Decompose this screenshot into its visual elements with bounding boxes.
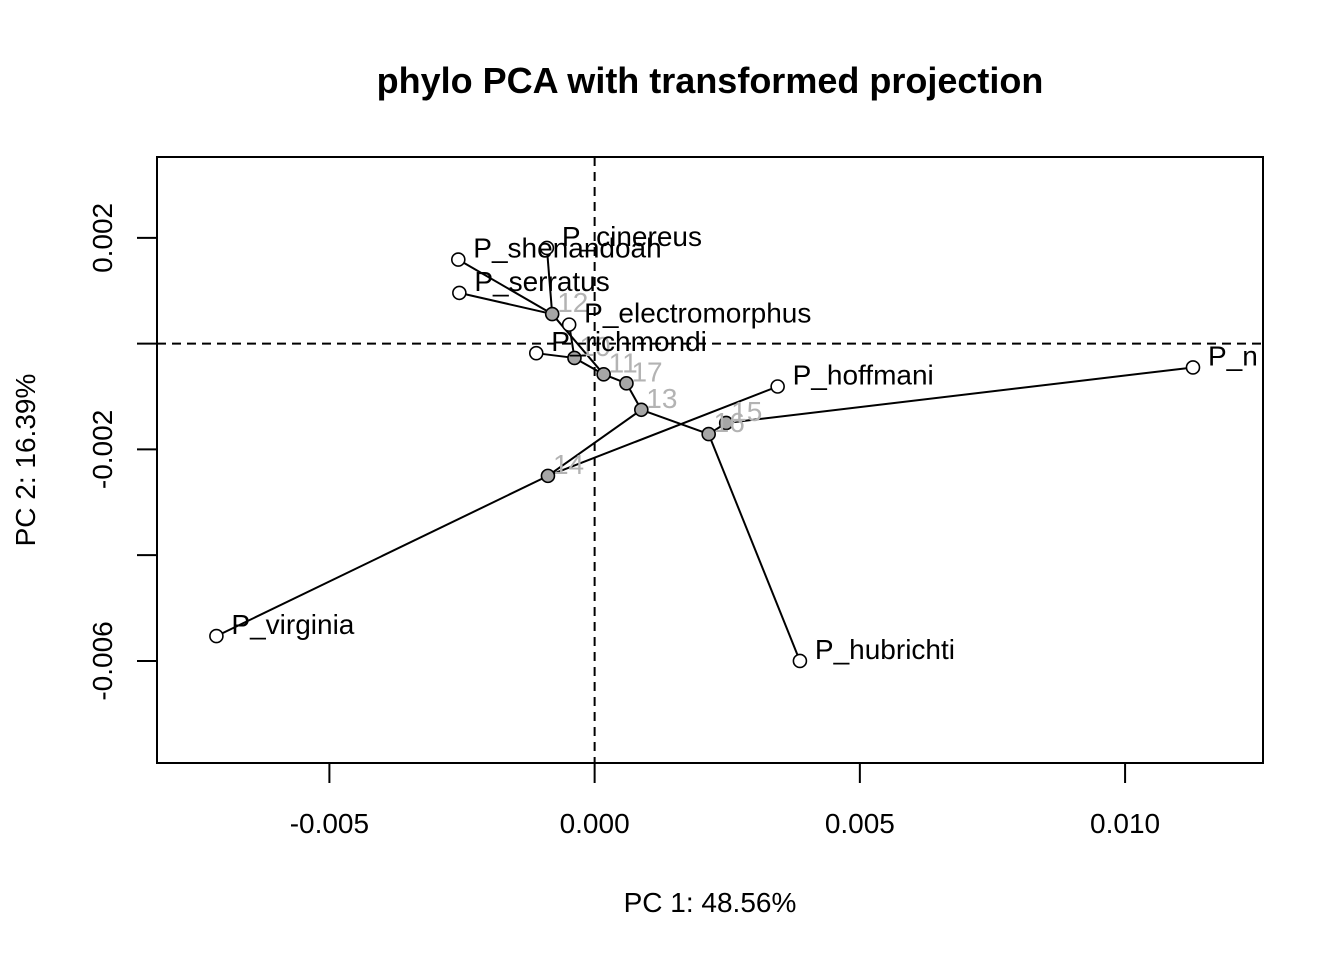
tip-point-electromorphus [561, 317, 577, 332]
edge-13-14 [547, 408, 642, 477]
y-tick-label: -0.002 [87, 410, 118, 489]
tip-point-n [1185, 360, 1201, 375]
tip-point-serratus [452, 285, 467, 301]
tip-label-hoffmani: P_hoffmani [793, 359, 934, 390]
tip-label-virginia: P_virginia [231, 609, 354, 640]
node-label-12: 12 [557, 287, 588, 318]
node-point-17 [619, 376, 634, 391]
node-point-16 [701, 426, 716, 442]
tree-points [209, 240, 1201, 669]
node-point-13 [634, 402, 649, 418]
x-tick-label: -0.005 [290, 808, 369, 839]
node-point-10 [567, 350, 582, 366]
x-tick-label: 0.005 [825, 808, 895, 839]
tip-point-hoffmani [770, 379, 785, 394]
node-label-14: 14 [553, 449, 584, 480]
node-label-10: 10 [579, 331, 610, 362]
node-point-15 [718, 415, 734, 431]
x-axis: -0.005 0.000 0.005 0.010 [290, 762, 1160, 839]
tip-label-richmondi: P_richmondi [551, 326, 707, 357]
tip-point-shenandoah [450, 252, 466, 267]
y-tick-label: -0.006 [87, 621, 118, 700]
chart-title: phylo PCA with transformed projection [377, 60, 1044, 101]
y-axis-title: PC 2: 16.39% [10, 374, 41, 547]
tip-label-serratus: P_serratus [474, 266, 609, 297]
tip-label-electromorphus: P_electromorphus [584, 298, 811, 329]
edge-13-16 [640, 408, 710, 436]
edge-12-shenandoah [457, 258, 553, 315]
node-label-11: 11 [609, 347, 638, 378]
plot-frame [156, 156, 1264, 764]
edge-15-n [726, 366, 1194, 424]
tip-label-n: P_n [1208, 340, 1258, 371]
edge-12-11 [551, 313, 605, 375]
point-labels: 1210111713161514P_virginiaP_shenandoahP_… [231, 221, 1257, 665]
y-tick-label: 0.002 [87, 203, 118, 273]
tip-label-hubrichti: P_hubrichti [815, 634, 955, 665]
node-label-16: 16 [714, 407, 745, 438]
tip-point-virginia [209, 628, 224, 644]
x-tick-label: 0.000 [560, 808, 630, 839]
edge-14-hoffmani [547, 385, 778, 477]
tip-label-cinereus: P_cinereus [562, 221, 702, 252]
x-tick-label: 0.010 [1090, 808, 1160, 839]
edge-12-serratus [459, 291, 553, 316]
node-label-13: 13 [646, 383, 677, 414]
y-axis: 0.002 -0.002 -0.006 [87, 203, 158, 701]
node-label-17: 17 [631, 356, 662, 387]
node-point-14 [540, 468, 556, 484]
edge-12-cinereus [545, 247, 554, 315]
edge-14-virginia [215, 474, 549, 637]
tip-point-cinereus [539, 240, 555, 256]
edge-16-hubrichti [707, 433, 801, 662]
tip-label-shenandoah: P_shenandoah [473, 233, 661, 264]
reference-lines [157, 157, 1263, 763]
tip-point-hubrichti [792, 653, 808, 669]
node-label-15: 15 [731, 396, 762, 427]
tip-point-richmondi [528, 345, 544, 361]
node-point-12 [544, 306, 560, 322]
node-point-11 [596, 367, 611, 382]
x-axis-title: PC 1: 48.56% [624, 887, 797, 918]
